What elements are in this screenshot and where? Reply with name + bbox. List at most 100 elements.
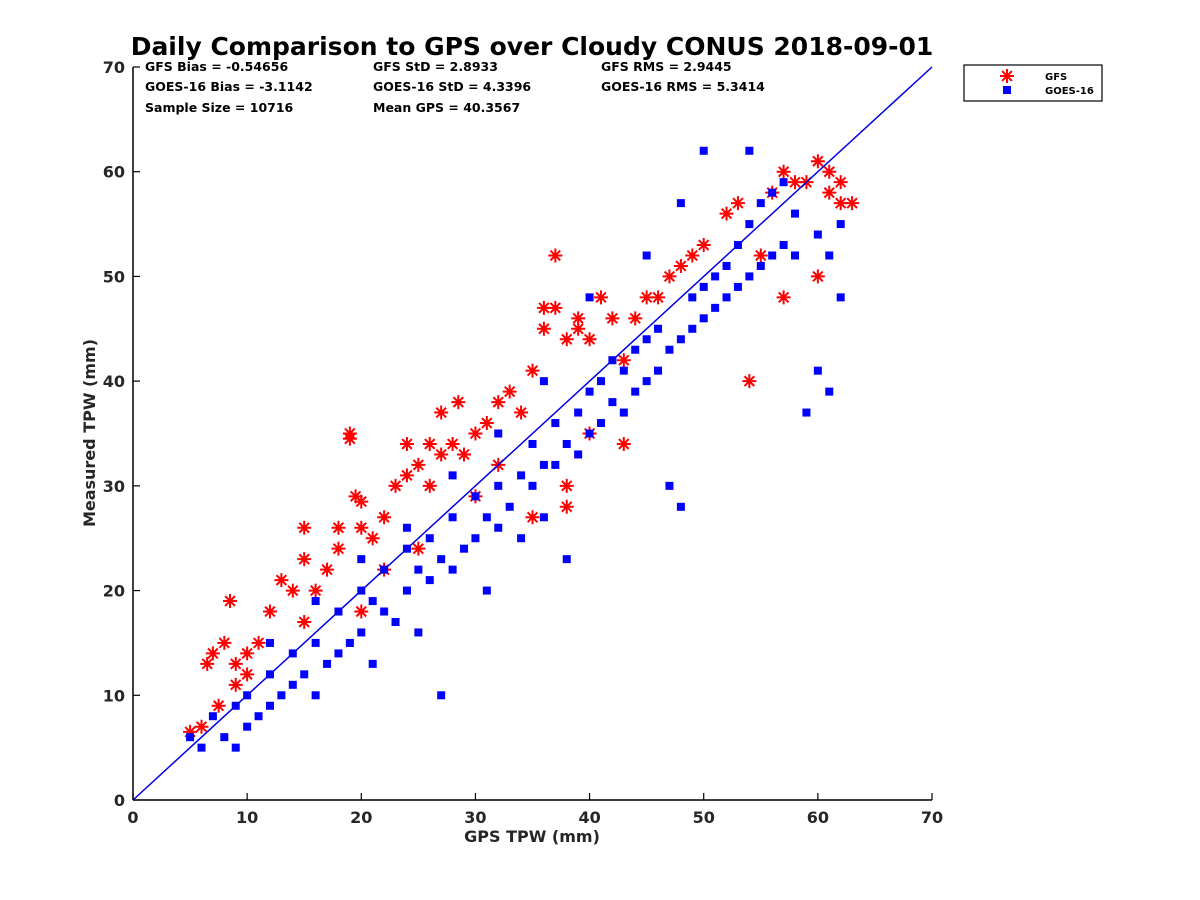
data-point	[297, 552, 312, 567]
y-tick-label: 0	[114, 791, 125, 810]
data-point	[345, 638, 354, 647]
data-point	[331, 541, 346, 556]
data-point	[730, 196, 745, 211]
data-point	[368, 597, 377, 606]
data-point	[194, 719, 209, 734]
data-point	[642, 251, 651, 260]
data-point	[539, 460, 548, 469]
data-point	[711, 303, 720, 312]
data-point	[334, 649, 343, 658]
data-point	[676, 502, 685, 511]
data-point	[654, 324, 663, 333]
data-point	[776, 290, 791, 305]
data-point	[562, 555, 571, 564]
x-tick-label: 40	[578, 808, 600, 827]
data-point	[365, 531, 380, 546]
data-point	[265, 638, 274, 647]
data-point	[571, 321, 586, 336]
data-point	[411, 457, 426, 472]
stats-annotations: GFS Bias = -0.54656 GFS StD = 2.8933 GFS R…	[145, 59, 765, 115]
data-point	[391, 617, 400, 626]
x-tick-label: 20	[350, 808, 372, 827]
data-point	[699, 314, 708, 323]
y-tick-label: 10	[103, 686, 125, 705]
data-point	[642, 335, 651, 344]
data-point	[813, 230, 822, 239]
stat-label: GOES-16 RMS = 5.3414	[601, 79, 765, 94]
x-tick-label: 30	[464, 808, 486, 827]
data-point	[699, 146, 708, 155]
data-point	[756, 261, 765, 270]
data-point	[323, 659, 332, 668]
data-point	[810, 269, 825, 284]
legend-box	[963, 64, 1103, 102]
data-point	[448, 565, 457, 574]
data-point	[548, 248, 563, 263]
data-point	[217, 635, 232, 650]
data-point	[779, 241, 788, 250]
data-point	[791, 251, 800, 260]
data-point	[228, 677, 243, 692]
data-point	[651, 290, 666, 305]
data-point	[733, 282, 742, 291]
data-point	[422, 478, 437, 493]
data-point	[665, 481, 674, 490]
data-point	[525, 510, 540, 525]
data-point	[425, 534, 434, 543]
data-point	[494, 523, 503, 532]
data-point	[559, 332, 574, 347]
data-point	[231, 743, 240, 752]
data-point	[779, 178, 788, 187]
data-point	[662, 269, 677, 284]
data-point	[186, 733, 195, 742]
data-point	[631, 345, 640, 354]
data-point	[414, 565, 423, 574]
stat-label: Mean GPS = 40.3567	[373, 100, 520, 115]
data-point	[525, 363, 540, 378]
data-point	[639, 290, 654, 305]
data-point	[494, 481, 503, 490]
data-point	[205, 646, 220, 661]
data-point	[825, 387, 834, 396]
data-point	[494, 429, 503, 438]
data-point	[517, 471, 526, 480]
data-point	[722, 293, 731, 302]
data-point	[753, 248, 768, 263]
data-point	[654, 366, 663, 375]
data-point	[320, 562, 335, 577]
data-point	[822, 185, 837, 200]
data-point	[342, 431, 357, 446]
data-point	[596, 419, 605, 428]
data-point	[471, 492, 480, 501]
data-point	[571, 311, 586, 326]
data-point	[688, 293, 697, 302]
data-point	[228, 656, 243, 671]
data-point	[676, 335, 685, 344]
y-tick-label: 70	[103, 58, 125, 77]
data-point	[399, 468, 414, 483]
data-point	[479, 416, 494, 431]
data-point	[471, 534, 480, 543]
data-point	[616, 353, 631, 368]
data-point	[460, 544, 469, 553]
data-point	[223, 594, 238, 609]
y-ticks: 0 10 20 30 40 50 60 70	[103, 58, 140, 810]
x-axis-label: GPS TPW (mm)	[464, 827, 600, 846]
data-point	[596, 377, 605, 386]
stat-label: GFS StD = 2.8933	[373, 59, 498, 74]
data-point	[243, 722, 252, 731]
data-point	[699, 282, 708, 291]
x-tick-label: 70	[921, 808, 943, 827]
data-point	[631, 387, 640, 396]
data-point	[437, 555, 446, 564]
data-point	[331, 520, 346, 535]
data-point	[539, 513, 548, 522]
data-point	[788, 175, 803, 190]
data-point	[605, 311, 620, 326]
legend-marker	[1003, 86, 1011, 94]
plot-area: 0 10 20 30 40 50 60 70 0 10 20 30 40 50 60 70	[103, 58, 943, 827]
data-point	[813, 366, 822, 375]
data-point	[810, 154, 825, 169]
data-point	[211, 698, 226, 713]
